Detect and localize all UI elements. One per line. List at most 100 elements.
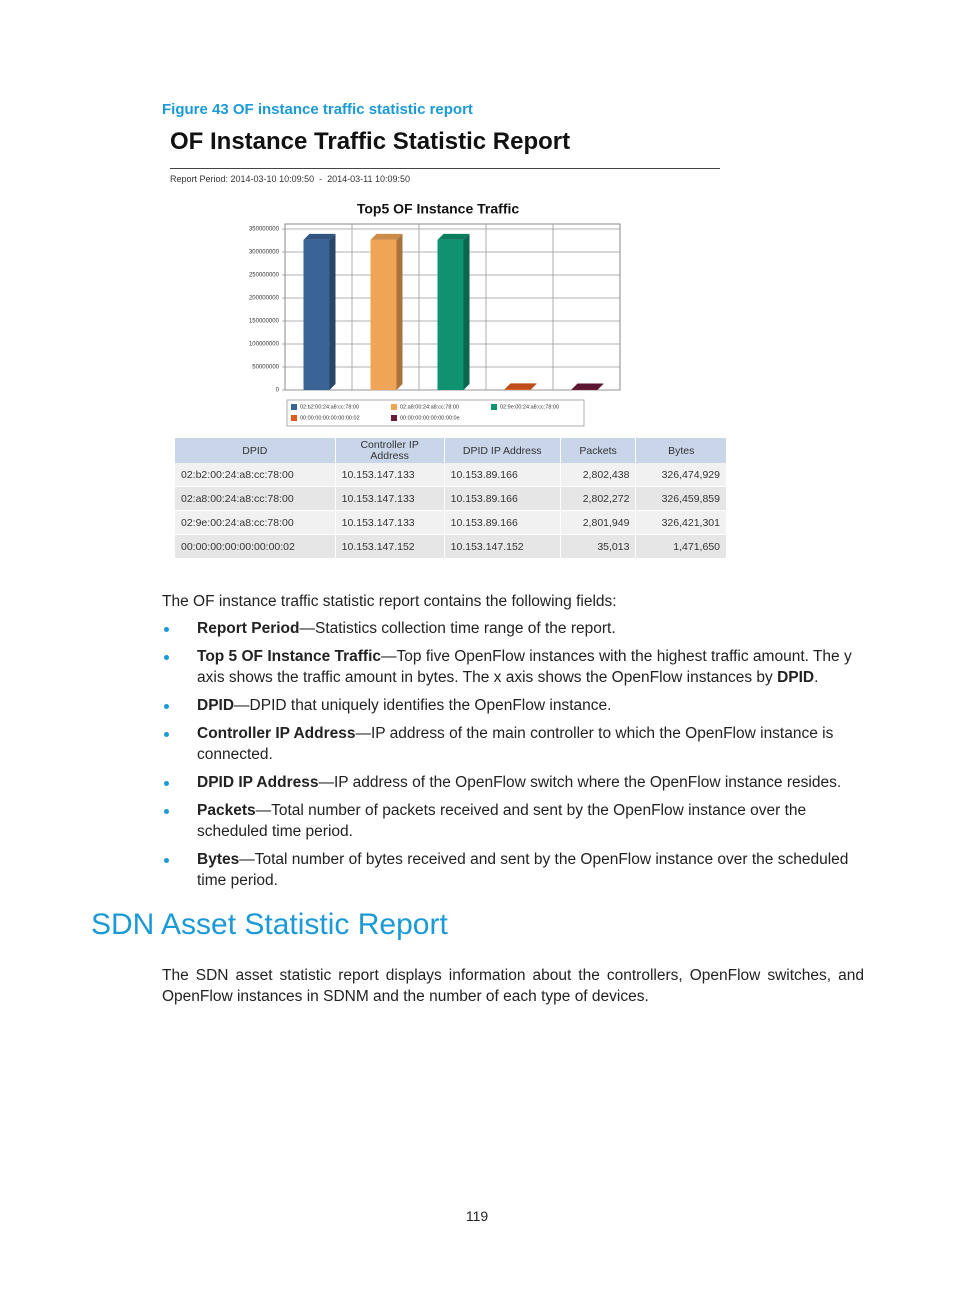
field-description: —Top five OpenFlow instances with the hi…: [197, 648, 852, 686]
table-cell: 10.153.147.152: [335, 534, 445, 559]
field-description: —IP address of the OpenFlow switch where…: [318, 774, 842, 791]
bar-top: [437, 233, 470, 240]
data-table: DPID Controller IP Address DPID IP Address…: [175, 438, 727, 559]
legend-label: 00:00:00:00:00:00:00:0e: [400, 415, 460, 421]
intro-text: The OF instance traffic statistic report…: [162, 593, 617, 610]
bar-top: [571, 383, 604, 390]
column-header: DPID: [175, 438, 336, 463]
field-term: DPID IP Address: [197, 774, 319, 791]
y-tick-label: 250000000: [249, 273, 280, 279]
table-cell: 00:00:00:00:00:00:00:02: [175, 534, 336, 559]
table-cell: 2,801,949: [560, 510, 637, 535]
table-cell: 1,471,650: [635, 534, 727, 559]
y-tick-label: 50000000: [252, 365, 279, 371]
field-description: —IP address of the main controller to wh…: [197, 725, 834, 763]
list-item: DPID IP Address—IP address of the OpenFl…: [162, 772, 864, 793]
bar-side: [396, 233, 403, 390]
legend-swatch: [291, 404, 297, 410]
section-paragraph: The SDN asset statistic report displays …: [162, 967, 864, 1005]
field-term: Packets: [197, 802, 256, 819]
header-text: DPID: [242, 444, 268, 457]
y-tick-label: 100000000: [249, 342, 280, 348]
field-list: Report Period—Statistics collection time…: [162, 618, 864, 898]
legend-box: [286, 399, 585, 427]
column-header: Packets: [560, 438, 637, 463]
column-header: DPID IP Address: [444, 438, 561, 463]
bar-top: [370, 233, 403, 240]
chart: Top5 OF Instance Traffic 0 50000000 100000…: [249, 201, 621, 427]
field-description: —Statistics collection time range of the…: [299, 620, 616, 637]
bar-top: [303, 233, 336, 240]
chart-title: Top5 OF Instance Traffic: [357, 201, 520, 217]
y-tick-label: 0: [276, 388, 280, 394]
divider: [170, 168, 720, 169]
field-term: DPID: [777, 669, 815, 686]
bar: [437, 239, 464, 390]
table-row: 00:00:00:00:00:00:00:02 10.153.147.152 10.…: [175, 534, 727, 559]
field-description: —Total number of packets received and se…: [197, 802, 807, 840]
legend-label: 02:b2:00:24:a8:cc:78:00: [300, 404, 359, 410]
field-term: Report Period: [197, 620, 300, 637]
list-item: Report Period—Statistics collection time…: [162, 618, 864, 639]
field-description: .: [814, 669, 819, 686]
bar: [303, 239, 330, 390]
table-cell: 10.153.147.133: [335, 463, 445, 487]
field-description: —DPID that uniquely identifies the OpenF…: [234, 697, 612, 714]
legend-label: 00:00:00:00:00:00:00:02: [300, 415, 360, 421]
table-row: 02:9e:00:24:a8:cc:78:00 10.153.147.133 10.…: [175, 510, 727, 535]
list-item: Top 5 OF Instance Traffic—Top five OpenF…: [162, 646, 864, 688]
table-cell: 02:a8:00:24:a8:cc:78:00: [175, 486, 336, 511]
page-number: 119: [465, 1208, 489, 1224]
list-item: DPID—DPID that uniquely identifies the O…: [162, 695, 864, 716]
column-header: Bytes: [635, 438, 727, 463]
table-cell: 326,459,859: [635, 486, 727, 511]
table-row: 02:b2:00:24:a8:cc:78:00 10.153.147.133 10.…: [175, 463, 727, 487]
field-term: DPID: [197, 697, 235, 714]
table-cell: 326,474,929: [635, 463, 727, 487]
legend-swatch: [391, 404, 397, 410]
field-term: Controller IP Address: [197, 725, 356, 742]
table-cell: 2,802,272: [560, 486, 637, 511]
legend-swatch: [491, 404, 497, 410]
figure-caption: Figure 43 OF instance traffic statistic …: [162, 101, 473, 118]
table-cell: 10.153.147.133: [335, 486, 445, 511]
bar-side: [463, 233, 470, 390]
report-period: Report Period: 2014-03-10 10:09:50 - 201…: [170, 174, 411, 184]
table-cell: 02:9e:00:24:a8:cc:78:00: [175, 510, 336, 535]
bar-side: [530, 383, 537, 390]
table-row: 02:a8:00:24:a8:cc:78:00 10.153.147.133 10.…: [175, 486, 727, 511]
table-cell: 2,802,438: [560, 463, 637, 487]
bar-side: [597, 383, 604, 390]
list-item: Controller IP Address—IP address of the …: [162, 723, 864, 765]
table-cell: 326,421,301: [635, 510, 727, 535]
y-tick-label: 350000000: [249, 227, 280, 233]
table-cell: 10.153.89.166: [444, 486, 561, 511]
y-tick-label: 300000000: [249, 250, 280, 256]
bar-side: [329, 233, 336, 390]
legend-label: 02:9e:00:24:a8:cc:78:00: [500, 404, 559, 410]
header-text: Bytes: [668, 444, 695, 457]
y-tick-label: 200000000: [249, 296, 280, 302]
table-cell: 10.153.89.166: [444, 510, 561, 535]
legend-label: 02:a8:00:24:a8:cc:78:00: [400, 404, 459, 410]
field-description: —Total number of bytes received and sent…: [197, 851, 849, 889]
list-item: Packets—Total number of packets received…: [162, 800, 864, 842]
table-cell: 10.153.147.133: [335, 510, 445, 535]
header-text: DPID IP Address: [462, 444, 542, 457]
bar: [504, 389, 531, 390]
report-title: OF Instance Traffic Statistic Report: [170, 128, 571, 155]
legend-swatch: [391, 415, 397, 421]
table-cell: 10.153.89.166: [444, 463, 561, 487]
table-cell: 35,013: [560, 534, 637, 559]
header-text: Controller IP Address: [360, 438, 419, 462]
column-header: Controller IP Address: [335, 438, 445, 463]
bar-top: [504, 383, 537, 390]
list-item: Bytes—Total number of bytes received and…: [162, 849, 864, 891]
header-text: Packets: [579, 444, 617, 457]
table-cell: 02:b2:00:24:a8:cc:78:00: [175, 463, 336, 487]
field-term: Bytes: [197, 851, 240, 868]
legend-swatch: [291, 415, 297, 421]
table-cell: 10.153.147.152: [444, 534, 561, 559]
y-tick-label: 150000000: [249, 319, 280, 325]
